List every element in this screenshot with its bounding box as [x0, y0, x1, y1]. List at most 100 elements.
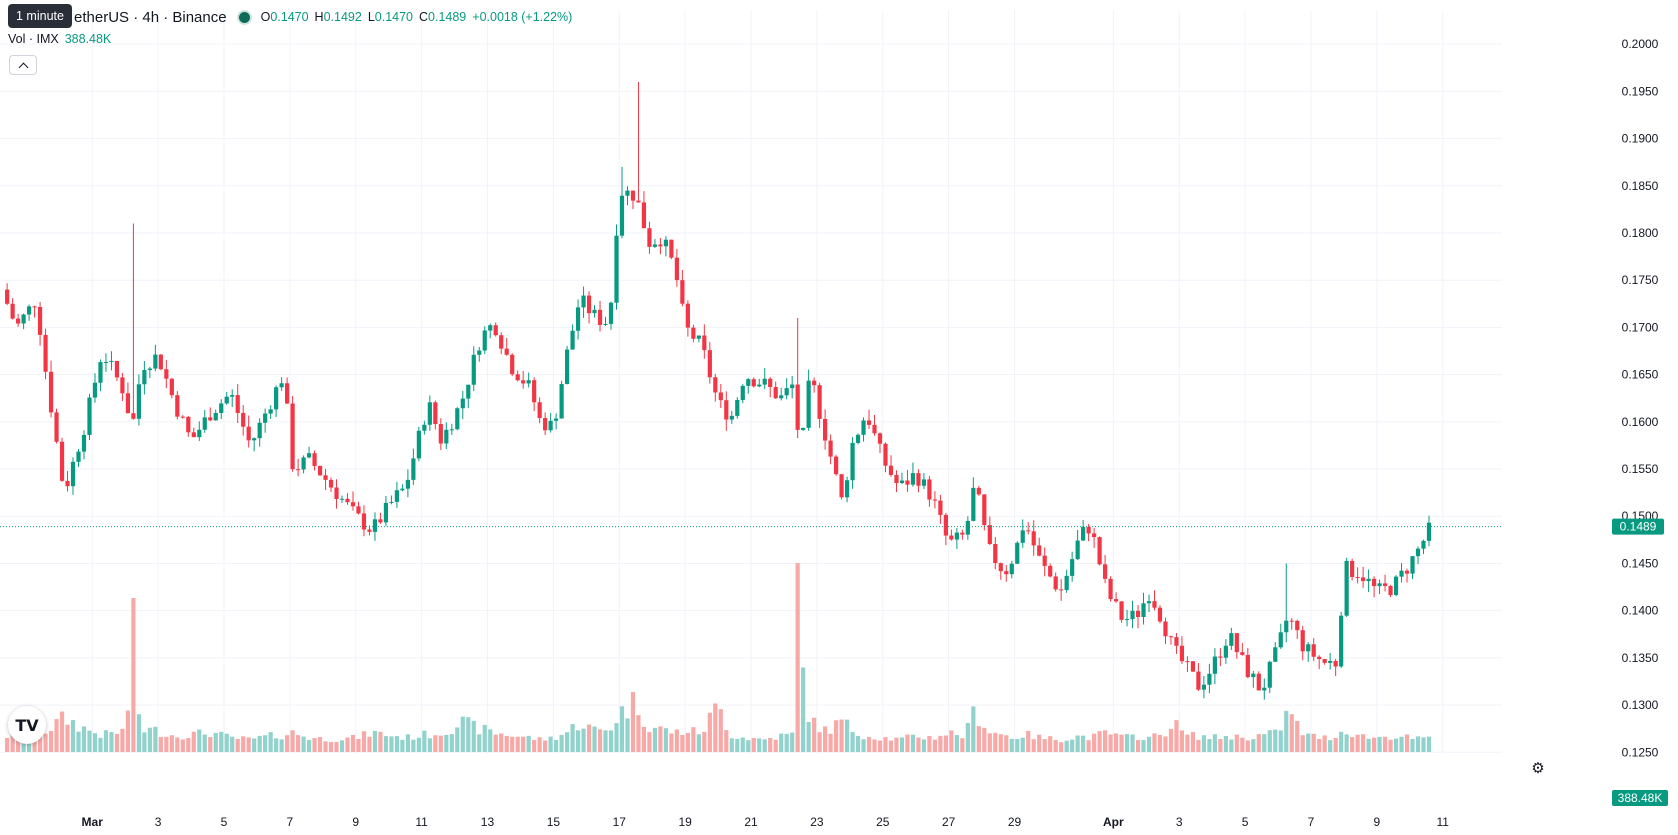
candle-body: [806, 380, 811, 428]
candle-body: [208, 417, 213, 421]
volume-bar: [504, 735, 509, 752]
volume-bar: [361, 731, 367, 752]
candle-body: [1234, 633, 1239, 653]
volume-bar: [1179, 730, 1185, 752]
candle-body: [861, 420, 866, 435]
volume-bar: [21, 736, 26, 752]
candle-body: [548, 420, 553, 431]
volume-bar: [224, 733, 229, 752]
candle-body: [888, 465, 894, 475]
volume-bar: [175, 737, 180, 752]
volume-bar: [1377, 737, 1382, 752]
candle-body: [927, 479, 932, 500]
volume-bar: [965, 722, 970, 752]
candle-body: [488, 325, 493, 331]
volume-bar: [630, 692, 636, 752]
time-axis[interactable]: Mar 3 5 7 9 11 13 15 17 19 21 23 25 27 29 Apr 3 5 7 9 11: [82, 815, 1450, 829]
volume-bar: [762, 739, 767, 752]
candle-body: [630, 190, 636, 201]
volume-bar: [219, 731, 224, 752]
candle-body: [1371, 578, 1377, 587]
volume-bar: [746, 740, 751, 752]
volume-legend[interactable]: Vol · IMX 388.48K: [8, 32, 111, 46]
volume-bar: [1322, 735, 1327, 752]
candle-body: [949, 535, 954, 540]
volume-bar: [581, 728, 586, 752]
candle-body: [323, 475, 328, 480]
candle-body: [1256, 673, 1261, 691]
volume-bar: [751, 737, 756, 752]
volume-bar: [59, 711, 65, 752]
candle-body: [103, 361, 109, 363]
volume-bar: [1196, 739, 1201, 752]
tradingview-logo-icon[interactable]: TV: [8, 706, 46, 744]
volume-bar: [65, 724, 70, 752]
volume-bar: [757, 738, 762, 752]
candle-body: [1245, 654, 1250, 678]
candle-body: [120, 377, 125, 394]
volume-bar: [894, 737, 899, 752]
volume-bar: [685, 732, 690, 752]
candle-body: [784, 388, 789, 396]
volume-bar: [1113, 733, 1119, 752]
time-tick-label: 15: [547, 815, 561, 829]
candle-body: [1157, 607, 1163, 622]
candle-body: [21, 314, 26, 324]
volume-bar: [153, 726, 158, 752]
candle-body: [1322, 659, 1327, 663]
market-status-icon[interactable]: [236, 9, 252, 25]
candle-body: [608, 302, 614, 324]
volume-bar: [263, 735, 268, 752]
candle-body: [910, 473, 916, 485]
volume-bar: [339, 740, 345, 752]
volume-bar: [372, 730, 378, 752]
volume-bar: [1393, 738, 1399, 752]
candle-body: [1300, 630, 1305, 652]
volume-bar: [784, 733, 789, 752]
candle-body: [554, 418, 559, 421]
volume-bar: [1223, 735, 1228, 752]
candle-body: [70, 461, 76, 487]
low-value: 0.1470: [374, 10, 413, 24]
candle-body: [1190, 661, 1196, 672]
volume-bar: [10, 730, 15, 752]
last-price-label: 0.1489: [1612, 518, 1664, 535]
volume-bar: [120, 728, 125, 752]
candle-body: [114, 360, 120, 378]
symbol-title[interactable]: etherUS · 4h · Binance: [74, 8, 227, 26]
candle-body: [213, 412, 218, 421]
candle-body: [197, 429, 202, 438]
gear-icon[interactable]: ⚙: [1531, 760, 1545, 777]
volume-bar: [636, 715, 641, 752]
candle-body: [850, 442, 855, 481]
volume-bar: [1262, 734, 1267, 752]
collapse-legend-button[interactable]: [9, 55, 37, 75]
candle-body: [1284, 620, 1289, 633]
candle-body: [943, 514, 948, 536]
volume-bar: [427, 738, 432, 752]
price-tick-label: 0.1800: [1622, 226, 1659, 240]
candle-body: [537, 402, 542, 419]
volume-bar: [987, 733, 992, 752]
volume-bar: [1421, 737, 1426, 752]
volume-bar: [1256, 734, 1261, 752]
candle-body: [866, 420, 872, 425]
candle-body: [1097, 537, 1102, 565]
candle-body: [394, 490, 400, 502]
candle-body: [636, 200, 641, 203]
volume-bar: [740, 737, 745, 752]
candle-body: [883, 443, 888, 466]
volume-bar: [1031, 739, 1036, 752]
price-axis[interactable]: 0.2000 0.1950 0.1900 0.1850 0.1800 0.1750 0.17…: [1502, 0, 1678, 835]
time-tick-label: Mar: [82, 815, 104, 829]
price-tick-label: 0.1600: [1622, 415, 1659, 429]
candle-body: [669, 239, 674, 258]
candle-body: [230, 395, 235, 397]
volume-bar: [812, 717, 817, 752]
volume-bar: [899, 737, 905, 752]
volume-bar: [702, 731, 707, 752]
symbol-legend[interactable]: etherUS · 4h · Binance O0.1470 H0.1492 L…: [8, 6, 572, 28]
candle-body: [37, 306, 43, 335]
candle-body: [158, 354, 163, 370]
